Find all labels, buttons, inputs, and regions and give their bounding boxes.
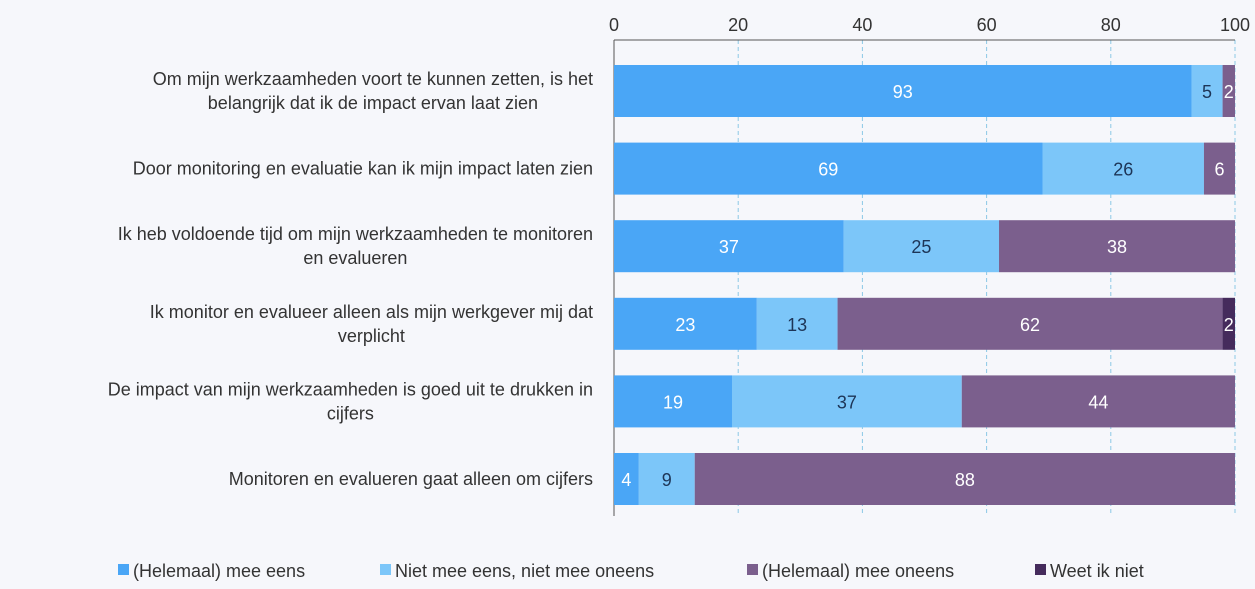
bar-segment	[694, 453, 1235, 505]
category-label: Door monitoring en evaluatie kan ik mijn…	[133, 159, 593, 179]
category-label: Ik heb voldoende tijd om mijn werkzaamhe…	[118, 224, 593, 244]
data-label: 19	[663, 392, 683, 412]
bar-segment	[614, 142, 1043, 195]
bar-segment	[1042, 142, 1204, 195]
data-label: 93	[893, 82, 913, 102]
bar-segment	[614, 297, 757, 350]
bar-segment	[961, 375, 1235, 428]
bar-segment	[1191, 65, 1223, 117]
bar-segment	[999, 220, 1235, 273]
category-label: Om mijn werkzaamheden voort te kunnen ze…	[153, 69, 593, 89]
data-label: 62	[1020, 315, 1040, 335]
category-label: cijfers	[327, 403, 374, 423]
data-label: 26	[1113, 160, 1133, 180]
data-label: 23	[675, 315, 695, 335]
legend-swatch	[1035, 564, 1046, 575]
category-label: belangrijk dat ik de impact ervan laat z…	[208, 93, 538, 113]
data-label: 37	[837, 392, 857, 412]
data-label: 13	[787, 315, 807, 335]
data-label: 88	[955, 470, 975, 490]
data-label: 25	[911, 237, 931, 257]
category-label: Ik monitor en evalueer alleen als mijn w…	[150, 302, 593, 322]
legend-swatch	[380, 564, 391, 575]
bar-segment	[731, 375, 962, 428]
data-label: 5	[1202, 82, 1212, 102]
data-label: 37	[719, 237, 739, 257]
legend-swatch	[118, 564, 129, 575]
bar-segment	[1203, 142, 1235, 195]
category-label: en evalueren	[303, 248, 407, 268]
x-tick-label: 100	[1220, 15, 1250, 35]
data-label: 6	[1214, 160, 1224, 180]
bar-segment	[756, 297, 838, 350]
legend-swatch	[747, 564, 758, 575]
category-label: De impact van mijn werkzaamheden is goed…	[108, 379, 593, 399]
data-label: 2	[1224, 82, 1234, 102]
x-tick-label: 0	[609, 15, 619, 35]
data-label: 2	[1224, 315, 1234, 335]
legend-label: (Helemaal) mee oneens	[762, 561, 954, 581]
bar-segment	[614, 453, 639, 505]
category-label: verplicht	[338, 326, 405, 346]
data-label: 38	[1107, 237, 1127, 257]
legend-label: Weet ik niet	[1050, 561, 1144, 581]
x-tick-label: 80	[1101, 15, 1121, 35]
bar-segment	[1222, 65, 1235, 117]
legend-label: (Helemaal) mee eens	[133, 561, 305, 581]
x-tick-label: 60	[977, 15, 997, 35]
data-label: 9	[662, 470, 672, 490]
x-tick-label: 40	[852, 15, 872, 35]
bar-segment	[1222, 297, 1235, 350]
data-label: 69	[818, 160, 838, 180]
bar-segment	[614, 220, 844, 273]
bar-segment	[614, 375, 732, 428]
bar-segment	[843, 220, 1000, 273]
legend-label: Niet mee eens, niet mee oneens	[395, 561, 654, 581]
bar-segment	[638, 453, 695, 505]
bar-segment	[837, 297, 1223, 350]
data-label: 4	[621, 470, 631, 490]
data-label: 44	[1088, 392, 1108, 412]
category-label: Monitoren en evalueren gaat alleen om ci…	[229, 469, 593, 489]
bar-segment	[614, 65, 1192, 117]
x-tick-label: 20	[728, 15, 748, 35]
